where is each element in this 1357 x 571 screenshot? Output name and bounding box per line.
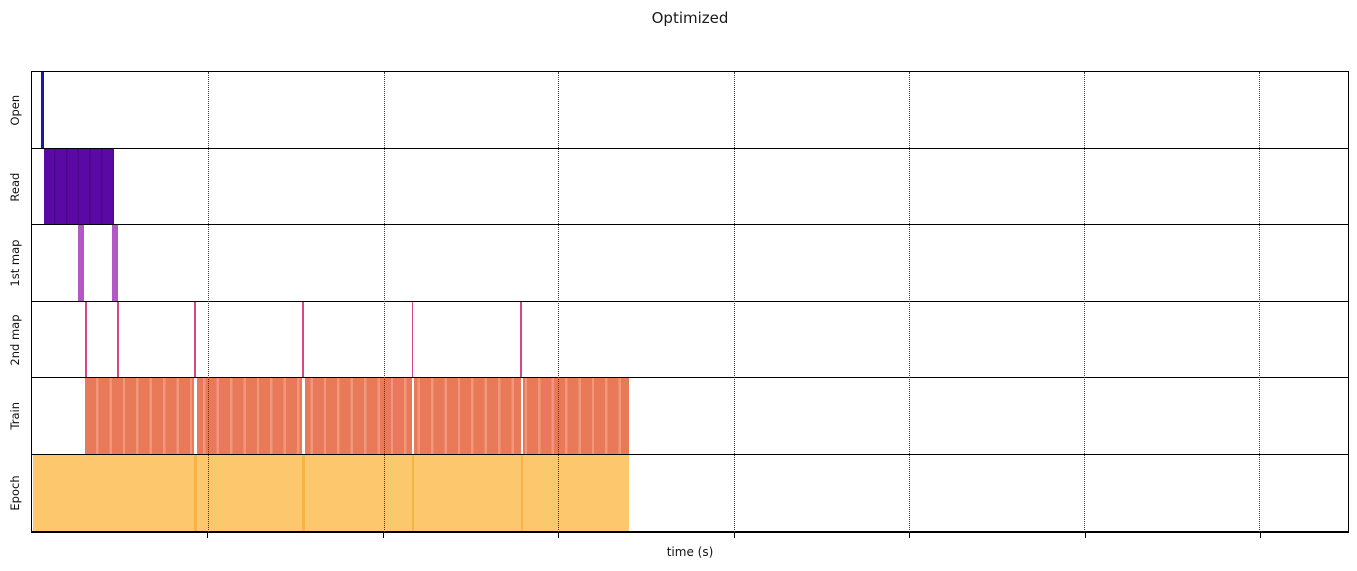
- row-label-epoch: Epoch: [8, 475, 22, 511]
- row-track-read: [32, 148, 1348, 225]
- row-epoch: Epoch: [8, 454, 1348, 532]
- epoch-divider: [302, 454, 305, 531]
- row-label-read: Read: [8, 171, 22, 201]
- gridline: [1259, 72, 1261, 532]
- train-epoch-gap: [194, 378, 197, 454]
- second-map-marker: [85, 301, 87, 378]
- gridline: [558, 72, 560, 532]
- train-epoch-gap: [520, 378, 524, 454]
- second-map-marker: [520, 301, 522, 378]
- row-label-open: Open: [8, 94, 22, 126]
- gridline: [383, 72, 385, 532]
- x-axis-label: time (s): [666, 545, 714, 559]
- train-bar: [84, 378, 630, 454]
- row-label-train: Train: [8, 402, 22, 430]
- second-map-marker: [411, 301, 414, 378]
- first-map-bar: [78, 225, 84, 301]
- row-label-first-map: 1st map: [8, 239, 22, 287]
- row-track-train: [32, 378, 1348, 454]
- x-axis-tick: [383, 533, 385, 538]
- first-map-bar: [112, 225, 118, 301]
- epoch-divider: [194, 454, 197, 531]
- epoch-divider: [412, 454, 415, 531]
- row-track-first-map: [32, 225, 1348, 301]
- open-bar: [40, 72, 45, 148]
- second-map-marker: [117, 301, 119, 378]
- row-train: Train: [8, 378, 1348, 455]
- epoch-bar: [33, 454, 630, 531]
- epoch-divider: [520, 454, 524, 531]
- read-bar: [43, 148, 115, 225]
- row-read: Read: [8, 148, 1348, 226]
- gridline: [908, 72, 910, 532]
- second-map-marker: [193, 301, 196, 378]
- train-epoch-gap: [412, 378, 415, 454]
- x-axis-ticks: [31, 533, 1349, 538]
- x-axis-tick: [909, 533, 911, 538]
- gridline: [1084, 72, 1086, 532]
- x-axis-tick: [206, 533, 209, 538]
- row-first-map: 1st map: [8, 225, 1348, 302]
- gridline: [207, 72, 209, 532]
- row-second-map: 2nd map: [8, 301, 1348, 379]
- gridline: [733, 72, 735, 532]
- train-epoch-gap: [302, 378, 305, 454]
- x-axis-tick: [1085, 533, 1087, 538]
- row-open: Open: [8, 72, 1348, 149]
- chart-title: Optimized: [651, 9, 729, 27]
- row-track-second-map: [32, 301, 1348, 378]
- x-axis-tick: [1260, 533, 1262, 538]
- plot-area: Open Read 1st map 2nd map Train Epoch: [8, 71, 1349, 533]
- row-track-epoch: [32, 454, 1348, 531]
- second-map-marker: [301, 301, 304, 378]
- row-track-open: [32, 72, 1348, 148]
- x-axis-tick: [734, 533, 736, 538]
- row-label-second-map: 2nd map: [8, 314, 22, 366]
- x-axis-tick: [557, 533, 560, 538]
